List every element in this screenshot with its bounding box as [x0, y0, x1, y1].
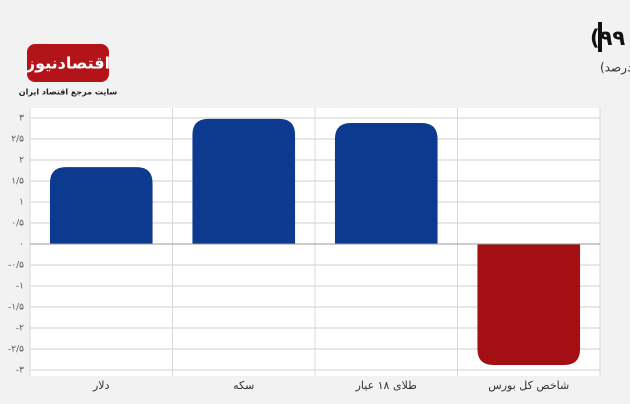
bar [49, 167, 153, 244]
logo-tagline: سایت مرجع اقتصاد ایران [19, 88, 118, 97]
logo-box [27, 44, 109, 82]
y-tick-label: ۲ [19, 156, 24, 166]
x-tick-label: دلار [92, 379, 110, 392]
chart-title: بازدهی بازارها (یکشنبه ۳۰ شهریور ۹۹) [590, 26, 630, 50]
y-tick-label: -۱/۵ [8, 303, 24, 313]
y-tick-label: -۱ [16, 282, 24, 292]
chart-subtitle: (واحد: درصد) [600, 61, 630, 76]
bar [477, 244, 581, 365]
y-tick-label: ۲/۵ [11, 135, 24, 145]
y-tick-label: ۳ [19, 114, 24, 124]
y-tick-label: ۱ [19, 198, 24, 208]
bar [192, 118, 296, 244]
y-tick-label: ۱/۵ [11, 177, 24, 187]
y-tick-label: -۲/۵ [8, 345, 24, 355]
y-tick-label: ۰/۵ [11, 219, 24, 229]
logo-name: اقتصادنیوز [25, 54, 110, 73]
bar [334, 123, 438, 244]
x-tick-label: شاخص کل بورس [488, 379, 569, 392]
y-tick-label: -۳ [16, 366, 24, 376]
title-bar [598, 22, 602, 52]
y-tick-label: -۲ [16, 324, 24, 334]
y-tick-label: -۰/۵ [8, 261, 24, 271]
x-tick-label: سکه [233, 379, 254, 392]
x-tick-label: طلای ۱۸ عیار [355, 379, 418, 392]
y-tick-label: ۰ [19, 240, 24, 250]
